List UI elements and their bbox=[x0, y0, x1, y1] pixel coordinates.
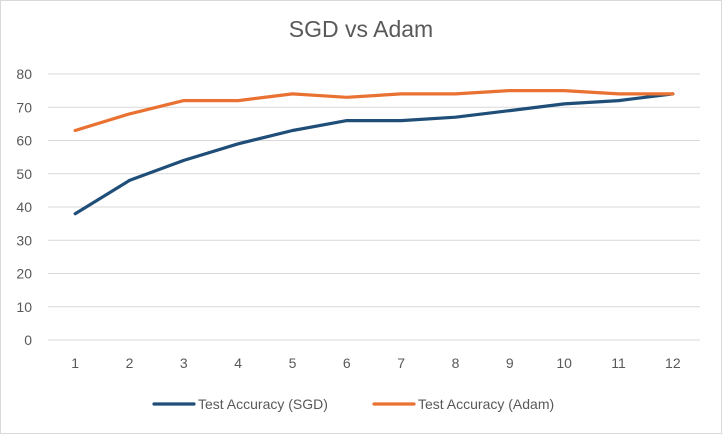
series-line-adam bbox=[73, 88, 675, 133]
y-tick-label: 50 bbox=[16, 166, 32, 182]
legend-label: Test Accuracy (SGD) bbox=[198, 396, 328, 412]
x-tick-label: 2 bbox=[126, 355, 134, 371]
x-tick-label: 10 bbox=[556, 355, 572, 371]
legend-label: Test Accuracy (Adam) bbox=[418, 396, 554, 412]
chart-title: SGD vs Adam bbox=[288, 16, 434, 42]
x-tick-label: 1 bbox=[71, 355, 79, 371]
y-tick-label: 20 bbox=[16, 266, 32, 282]
x-tick-label: 8 bbox=[452, 355, 460, 371]
y-tick-label: 10 bbox=[16, 299, 32, 315]
y-tick-label: 0 bbox=[24, 332, 32, 348]
y-axis-ticks: 0 10 20 30 40 50 60 70 80 bbox=[16, 66, 32, 348]
x-tick-label: 12 bbox=[665, 355, 681, 371]
y-tick-label: 30 bbox=[16, 232, 32, 248]
x-tick-label: 6 bbox=[343, 355, 351, 371]
legend: Test Accuracy (SGD) Test Accuracy (Adam) bbox=[152, 396, 554, 412]
y-tick-label: 60 bbox=[16, 133, 32, 149]
x-tick-label: 9 bbox=[506, 355, 514, 371]
x-tick-label: 4 bbox=[234, 355, 242, 371]
x-axis-ticks: 1 2 3 4 5 6 7 8 9 10 11 12 bbox=[71, 355, 681, 371]
y-tick-label: 40 bbox=[16, 199, 32, 215]
x-tick-label: 5 bbox=[289, 355, 297, 371]
x-tick-label: 11 bbox=[611, 355, 626, 371]
series-lines bbox=[73, 88, 675, 216]
y-tick-label: 80 bbox=[16, 66, 32, 82]
series-line-sgd bbox=[73, 92, 675, 216]
x-tick-label: 7 bbox=[397, 355, 405, 371]
gridlines bbox=[48, 73, 700, 341]
x-tick-label: 3 bbox=[180, 355, 188, 371]
y-tick-label: 70 bbox=[16, 99, 32, 115]
